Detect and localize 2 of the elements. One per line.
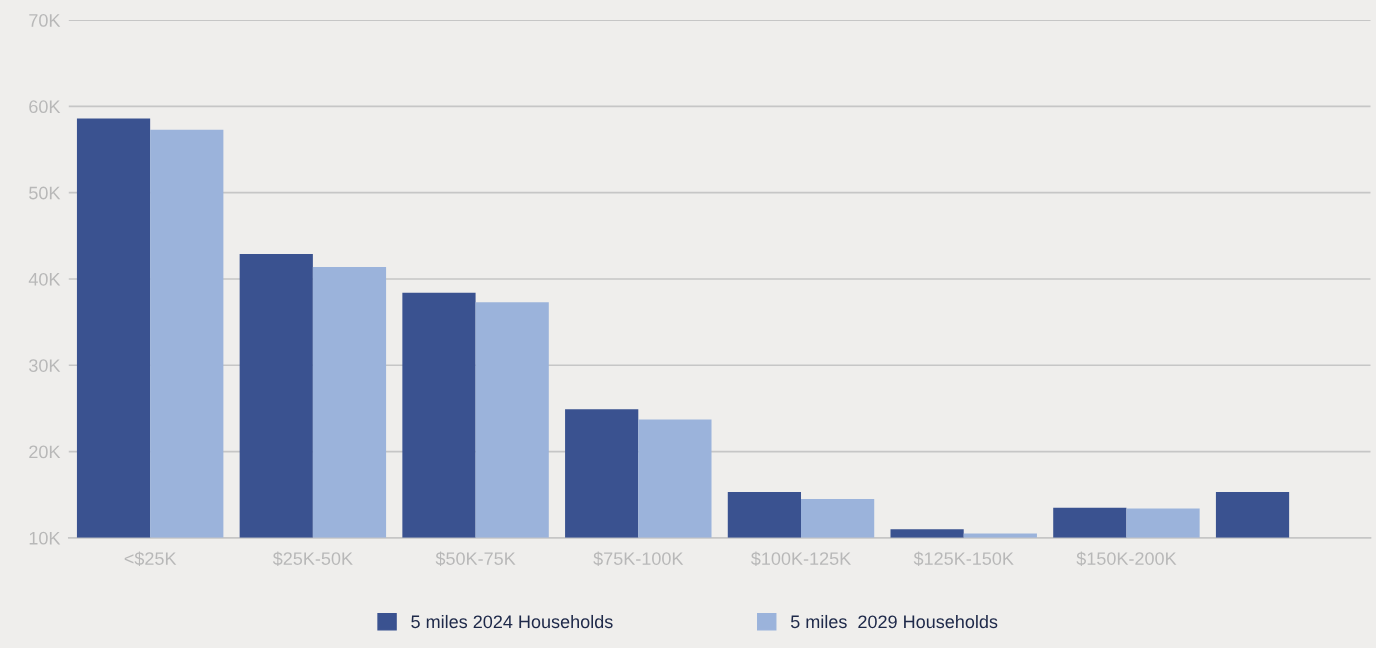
legend-label: 5 miles 2024 Households <box>411 614 613 629</box>
legend-label: 5 miles 2029 Households <box>790 614 998 629</box>
